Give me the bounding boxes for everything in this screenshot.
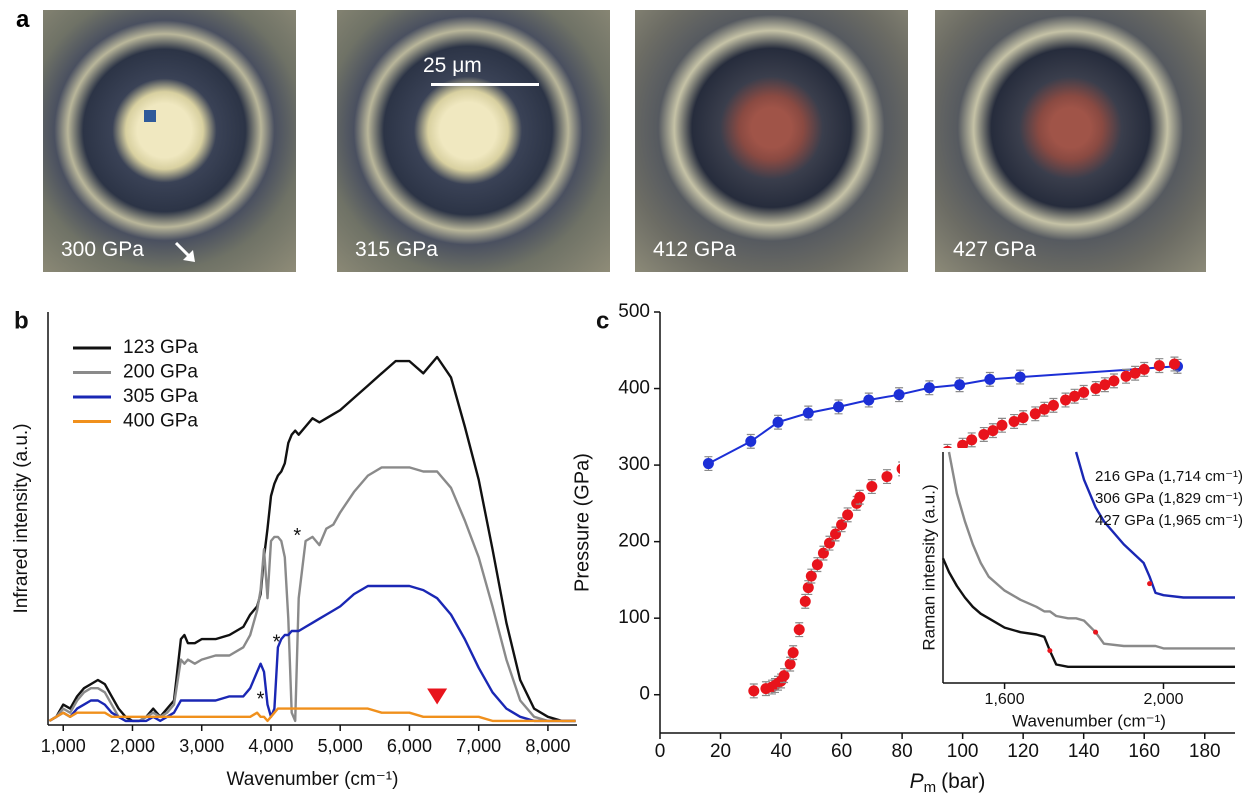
legend-label: 200 GPa [123, 362, 198, 383]
x-axis-symbol: P [910, 770, 924, 793]
y-tick-label: 400 [618, 378, 650, 399]
point [854, 492, 865, 503]
point [996, 420, 1007, 431]
x-tick-label: 80 [892, 741, 913, 762]
point [748, 685, 759, 696]
x-tick-label: 4,000 [248, 736, 293, 756]
y-axis-title: Pressure (GPa) [571, 453, 593, 592]
point [842, 509, 853, 520]
x-tick-label: 7,000 [456, 736, 501, 756]
point [1169, 359, 1180, 370]
legend-label: 305 GPa [123, 386, 198, 407]
point [836, 519, 847, 530]
x-tick-label: 120 [1007, 741, 1039, 762]
marker [1093, 630, 1098, 635]
x-tick-label: 8,000 [525, 736, 570, 756]
point [833, 401, 844, 412]
point [703, 458, 714, 469]
x-tick-label: 60 [831, 741, 852, 762]
legend-label: 427 GPa (1,965 cm⁻¹) [1095, 512, 1243, 529]
x-tick-label: 40 [770, 741, 791, 762]
x-tick-label: 6,000 [387, 736, 432, 756]
marker [1047, 648, 1052, 653]
annotation: * [293, 525, 301, 547]
y-tick-label: 100 [618, 607, 650, 628]
point [1078, 387, 1089, 398]
point [894, 389, 905, 400]
y-axis-title: Raman intensity (a.u.) [919, 484, 938, 650]
x-tick-label: 180 [1189, 741, 1221, 762]
series-line [49, 586, 575, 721]
y-tick-label: 300 [618, 454, 650, 475]
legend-label: 216 GPa (1,714 cm⁻¹) [1095, 468, 1243, 485]
annotation: * [273, 631, 281, 653]
x-tick-label: 100 [947, 741, 979, 762]
x-axis-title: Wavenumber (cm⁻¹) [1012, 711, 1166, 730]
point [954, 379, 965, 390]
point [745, 436, 756, 447]
x-axis-title: Pm(bar) [910, 770, 986, 796]
panel-letter: c [596, 307, 609, 334]
x-axis-unit: (bar) [941, 770, 985, 793]
figure: a 300 GPa 25 μm 315 GPa 412 GPa 427 GPa … [0, 0, 1250, 804]
point [1048, 400, 1059, 411]
point [803, 582, 814, 593]
charts: 1,000 2,000 3,000 4,000 5,000 6,000 7,000 8,000… [0, 0, 1250, 804]
point [800, 596, 811, 607]
point [984, 374, 995, 385]
legend-label: 123 GPa [123, 337, 198, 358]
x-tick-label: 0 [655, 741, 666, 762]
point [788, 647, 799, 658]
x-tick-label: 2,000 [110, 736, 155, 756]
y-tick-label: 0 [639, 684, 650, 705]
point [866, 481, 877, 492]
point [1154, 360, 1165, 371]
point [1108, 375, 1119, 386]
point [966, 434, 977, 445]
legend-label: 306 GPa (1,829 cm⁻¹) [1095, 490, 1243, 507]
point [1018, 412, 1029, 423]
point [812, 559, 823, 570]
x-tick-label: 1,000 [41, 736, 86, 756]
point [785, 659, 796, 670]
point [830, 528, 841, 539]
point [803, 408, 814, 419]
point [806, 571, 817, 582]
panel-letter: b [14, 307, 29, 334]
y-tick-label: 500 [618, 301, 650, 322]
marker [427, 689, 447, 705]
marker [1147, 581, 1152, 586]
point [794, 624, 805, 635]
legend-label: 400 GPa [123, 411, 198, 432]
point [1139, 364, 1150, 375]
x-tick-label: 5,000 [318, 736, 363, 756]
point [881, 471, 892, 482]
point [863, 395, 874, 406]
series-line [49, 467, 575, 721]
y-axis-title: Infrared intensity (a.u.) [11, 423, 32, 613]
x-tick-label: 160 [1128, 741, 1160, 762]
x-axis-title: Wavenumber (cm⁻¹) [227, 769, 399, 790]
point [1015, 372, 1026, 383]
y-tick-label: 200 [618, 531, 650, 552]
x-tick-label: 140 [1068, 741, 1100, 762]
point [818, 548, 829, 559]
point [924, 382, 935, 393]
x-axis-subscript: m [924, 779, 937, 796]
point [824, 538, 835, 549]
x-tick-label: 20 [710, 741, 731, 762]
x-tick-label: 3,000 [179, 736, 224, 756]
x-tick-label: 2,000 [1143, 691, 1183, 708]
point [773, 417, 784, 428]
point [779, 670, 790, 681]
x-tick-label: 1,600 [985, 691, 1025, 708]
annotation: * [257, 689, 265, 711]
